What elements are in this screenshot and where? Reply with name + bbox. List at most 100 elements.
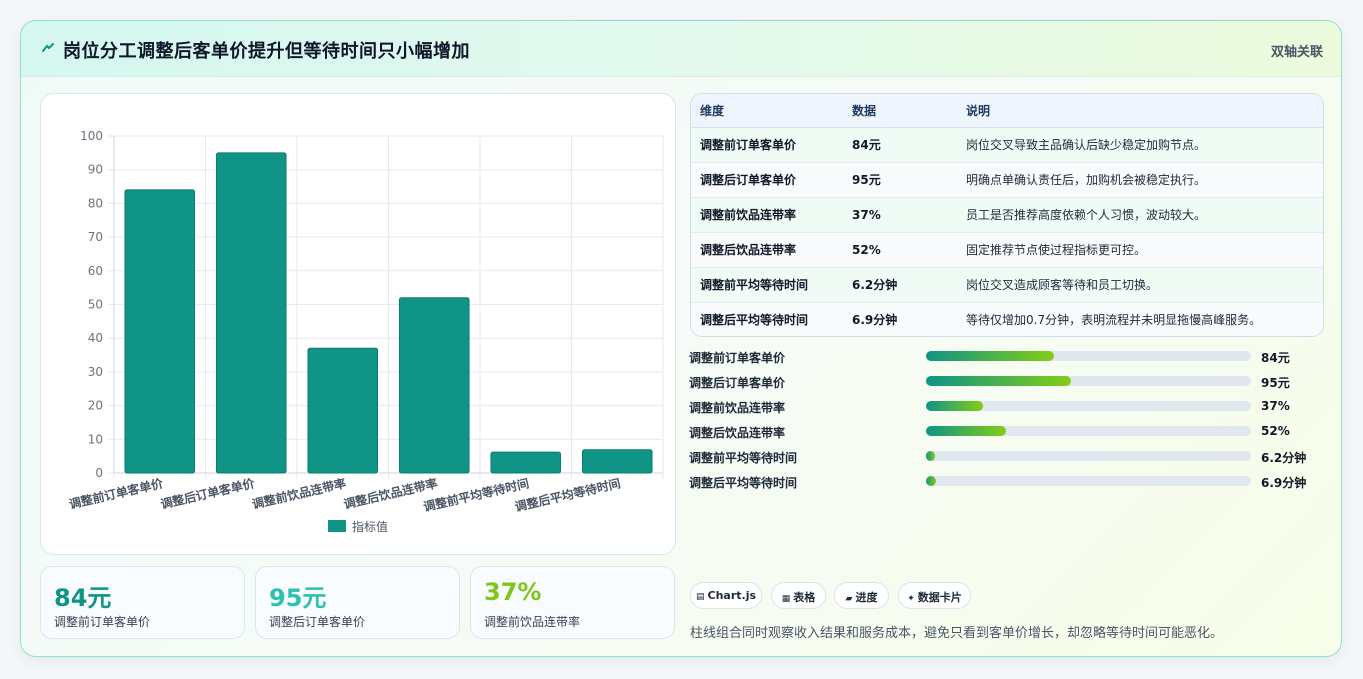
progress-fill: [926, 476, 937, 486]
cell-dimension: 调整前平均等待时间: [691, 267, 843, 303]
progress-fill: [926, 451, 936, 461]
cell-description: 等待仅增加0.7分钟，表明流程并未明显拖慢高峰服务。: [957, 302, 1323, 336]
kpi-value: 37%: [484, 578, 542, 606]
y-tick-label: 40: [88, 331, 103, 345]
cell-data: 52%: [843, 232, 957, 268]
progress-label: 调整前饮品连带率: [689, 401, 786, 415]
progress-value: 84元: [1261, 351, 1290, 365]
x-tick-label: 调整前订单客单价: [67, 475, 165, 511]
bar: [307, 347, 379, 474]
cell-dimension: 调整后平均等待时间: [691, 302, 843, 336]
bolt-icon: [42, 43, 54, 52]
bar: [581, 449, 653, 474]
table-row: 调整后订单客单价 95元 明确点单确认责任后，加购机会被稳定执行。: [691, 162, 1323, 198]
chart-icon: ▤: [695, 592, 705, 602]
cell-description: 固定推荐节点使过程指标更可控。: [957, 232, 1323, 268]
x-tick-label: 调整前平均等待时间: [422, 475, 531, 514]
bar: [124, 189, 196, 474]
chip-label: 数据卡片: [917, 591, 962, 604]
progress-track: [926, 351, 1251, 361]
progress-value: 6.9分钟: [1261, 476, 1307, 490]
progress-label: 调整前平均等待时间: [689, 451, 798, 465]
progress-row: 调整后平均等待时间 6.9分钟: [689, 472, 1329, 497]
column-header-data: 数据: [843, 94, 957, 128]
progress-value: 52%: [1261, 424, 1290, 438]
cell-description: 岗位交叉导致主品确认后缺少稳定加购节点。: [957, 127, 1323, 163]
table-row: 调整后平均等待时间 6.9分钟 等待仅增加0.7分钟，表明流程并未明显拖慢高峰服…: [691, 302, 1323, 336]
x-tick-label: 调整前饮品连带率: [250, 475, 347, 511]
progress-value: 37%: [1261, 399, 1290, 413]
bar-chart-panel: 0 10 20 30 40 50 60 70 80 90 100 调整前订单客单价 调整后订单客单价 调整…: [40, 93, 676, 555]
progress-fill: [926, 351, 1055, 361]
progress-fill: [926, 401, 983, 411]
legend-label: 指标值: [352, 519, 388, 534]
chip-label: 表格: [793, 591, 816, 604]
x-tick-label: 调整后订单客单价: [159, 475, 257, 511]
kpi-value: 84元: [54, 584, 112, 612]
y-tick-label: 20: [88, 399, 103, 413]
chip-progress[interactable]: ▰ 进度: [834, 582, 889, 609]
card-header: 岗位分工调整后客单价提升但等待时间只小幅增加 双轴关联: [21, 21, 1341, 77]
table-icon: ▦: [781, 594, 791, 604]
progress-row: 调整前饮品连带率 37%: [689, 397, 1329, 422]
progress-fill: [926, 426, 1006, 436]
y-tick-label: 80: [88, 196, 103, 210]
chip-label: 进度: [855, 591, 878, 604]
cell-data: 84元: [843, 127, 957, 163]
cell-data: 95元: [843, 162, 957, 198]
progress-icon: ▰: [845, 594, 853, 604]
bar-chart: 0102030405060708090100调整前订单客单价调整后订单客单价调整…: [67, 129, 664, 534]
table-row: 调整后饮品连带率 52% 固定推荐节点使过程指标更可控。: [691, 232, 1323, 268]
cell-description: 员工是否推荐高度依赖个人习惯，波动较大。: [957, 197, 1323, 233]
progress-track: [926, 426, 1251, 436]
progress-track: [926, 451, 1251, 461]
kpi-label: 调整后订单客单价: [269, 615, 366, 629]
progress-list: 调整前订单客单价 84元 调整后订单客单价 95元 调整前饮品连带率 37% 调…: [689, 347, 1329, 497]
chip-data-card[interactable]: ✦ 数据卡片: [898, 582, 971, 609]
progress-label: 调整后平均等待时间: [689, 476, 798, 490]
cell-dimension: 调整前饮品连带率: [691, 197, 843, 233]
cell-description: 岗位交叉造成顾客等待和员工切换。: [957, 267, 1323, 303]
y-tick-label: 70: [88, 230, 103, 244]
kpi-card: 84元 调整前订单客单价: [40, 566, 245, 639]
page-title: 岗位分工调整后客单价提升但等待时间只小幅增加: [63, 41, 470, 62]
progress-track: [926, 476, 1251, 486]
progress-label: 调整后订单客单价: [689, 376, 786, 390]
kpi-value: 95元: [269, 584, 327, 612]
y-tick-label: 50: [88, 298, 103, 312]
chip-label: Chart.js: [707, 589, 757, 602]
progress-track: [926, 376, 1251, 386]
legend-swatch: [328, 520, 346, 532]
chip-chartjs[interactable]: ▤ Chart.js: [690, 582, 762, 609]
progress-fill: [926, 376, 1072, 386]
progress-label: 调整前订单客单价: [689, 351, 786, 365]
cell-dimension: 调整后订单客单价: [691, 162, 843, 198]
header-tag: 双轴关联: [1270, 45, 1323, 60]
kpi-label: 调整前饮品连带率: [484, 615, 581, 629]
cell-data: 37%: [843, 197, 957, 233]
kpi-label: 调整前订单客单价: [54, 615, 151, 629]
progress-value: 95元: [1261, 376, 1290, 390]
cell-description: 明确点单确认责任后，加购机会被稳定执行。: [957, 162, 1323, 198]
chip-table[interactable]: ▦ 表格: [771, 582, 826, 609]
table-row: 调整前订单客单价 84元 岗位交叉导致主品确认后缺少稳定加购节点。: [691, 127, 1323, 163]
y-tick-label: 90: [88, 163, 103, 177]
progress-label: 调整后饮品连带率: [689, 426, 786, 440]
x-tick-label: 调整后平均等待时间: [513, 475, 622, 514]
footnote: 柱线组合同时观察收入结果和服务成本，避免只看到客单价增长，却忽略等待时间可能恶化…: [690, 626, 1224, 641]
y-tick-label: 0: [95, 466, 103, 480]
bar: [398, 297, 470, 474]
column-header-description: 说明: [957, 94, 1323, 128]
progress-value: 6.2分钟: [1261, 451, 1307, 465]
data-table: 维度 数据 说明 调整前订单客单价 84元 岗位交叉导致主品确认后缺少稳定加购节…: [690, 93, 1324, 337]
cell-dimension: 调整前订单客单价: [691, 127, 843, 163]
table-row: 调整前平均等待时间 6.2分钟 岗位交叉造成顾客等待和员工切换。: [691, 267, 1323, 303]
column-header-dimension: 维度: [691, 94, 843, 128]
dashboard-card: 岗位分工调整后客单价提升但等待时间只小幅增加 双轴关联 0 10 20 30 40 50 6…: [20, 20, 1342, 657]
y-tick-label: 100: [80, 129, 103, 143]
table-row: 调整前饮品连带率 37% 员工是否推荐高度依赖个人习惯，波动较大。: [691, 197, 1323, 233]
cell-data: 6.9分钟: [843, 302, 957, 336]
y-tick-label: 60: [88, 264, 103, 278]
progress-row: 调整后饮品连带率 52%: [689, 422, 1329, 447]
cell-data: 6.2分钟: [843, 267, 957, 303]
